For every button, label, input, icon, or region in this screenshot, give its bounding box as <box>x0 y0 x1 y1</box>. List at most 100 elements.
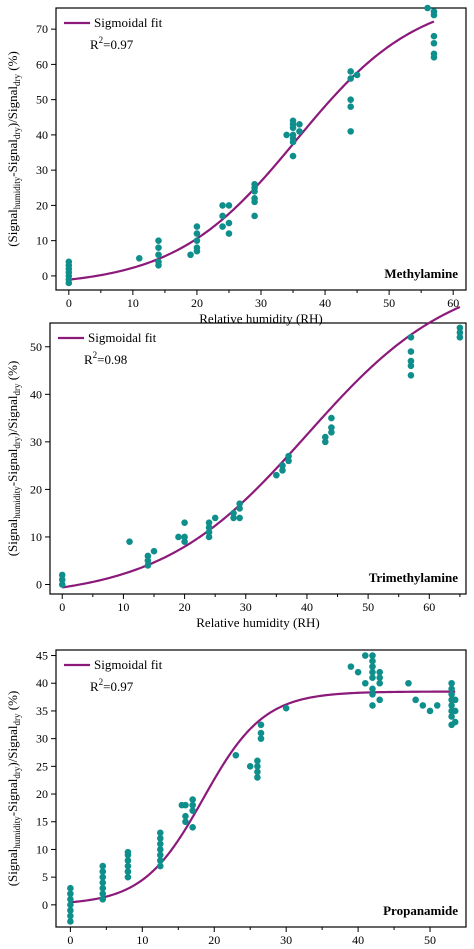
y-tick-label: 10 <box>36 234 48 248</box>
data-point <box>124 873 132 881</box>
y-label-part: )/Signal <box>5 725 20 767</box>
data-point <box>155 251 162 259</box>
y-tick-label: 0 <box>36 577 42 591</box>
legend-label: Sigmoidal fit <box>94 15 163 30</box>
data-point <box>193 237 201 244</box>
x-tick-label: 0 <box>66 296 72 310</box>
data-point <box>407 362 415 370</box>
data-point <box>181 519 188 526</box>
data-point <box>225 230 233 237</box>
data-point <box>67 918 74 925</box>
data-point <box>456 333 464 341</box>
y-tick-label: 50 <box>36 93 48 107</box>
data-point <box>99 879 107 886</box>
data-point <box>65 258 73 266</box>
data-point <box>321 433 329 441</box>
data-point <box>156 840 164 848</box>
y-axis-label: (Signalhumidity-Signaldry)/Signaldry (%) <box>5 691 22 887</box>
data-point <box>456 324 464 332</box>
y-label-part: (Signal <box>5 518 20 556</box>
data-point <box>361 652 369 659</box>
data-point <box>124 868 132 875</box>
data-point <box>254 763 261 770</box>
data-point <box>67 896 74 903</box>
legend-label: Sigmoidal fit <box>88 330 157 345</box>
data-point <box>426 707 434 715</box>
y-label-part: -Signal <box>5 139 20 177</box>
x-tick-label: 0 <box>59 600 65 614</box>
data-point <box>193 230 201 237</box>
data-point <box>150 547 158 555</box>
data-point <box>230 509 237 517</box>
data-point <box>448 685 455 693</box>
data-point <box>219 223 226 230</box>
y-tick-label: 25 <box>36 759 48 773</box>
data-point <box>232 751 240 759</box>
x-tick-label: 20 <box>179 600 191 614</box>
y-label-part: )/Signal <box>5 395 20 437</box>
y-label-subscript: dry <box>12 713 22 725</box>
r-squared-value: =0.97 <box>103 679 134 694</box>
data-point <box>257 735 265 742</box>
x-tick-label: 50 <box>424 933 436 947</box>
data-point <box>230 514 237 522</box>
legend-label: Sigmoidal fit <box>94 657 163 672</box>
data-point <box>369 663 376 670</box>
x-tick-label: 50 <box>383 296 395 310</box>
y-label-subscript: dry <box>12 127 22 139</box>
data-point <box>156 862 164 870</box>
data-point <box>99 896 107 903</box>
data-point <box>405 679 412 687</box>
data-point <box>181 533 188 541</box>
data-point <box>124 857 132 864</box>
data-point <box>430 32 438 40</box>
data-point <box>99 868 107 875</box>
y-tick-label: 30 <box>36 732 48 746</box>
y-tick-label: 0 <box>42 898 48 912</box>
chart-panel-trimethylamine: 0 10 20 30 40 50 60 0 10 20 30 40 50 Relative humidit… <box>5 306 467 630</box>
data-point <box>376 679 383 687</box>
data-point <box>155 258 162 266</box>
data-point <box>289 131 297 139</box>
data-point <box>451 718 459 726</box>
data-point <box>251 212 258 220</box>
y-label-part: -Signal <box>5 778 20 816</box>
r-squared-label: R2=0.97 <box>90 35 134 52</box>
data-point <box>451 707 459 715</box>
y-label-part: (Signal <box>5 848 20 886</box>
data-point <box>144 562 152 569</box>
data-point <box>376 674 383 681</box>
y-tick-label: 70 <box>36 22 48 36</box>
x-tick-label: 10 <box>117 600 129 614</box>
data-point <box>369 674 376 681</box>
data-point <box>424 4 431 12</box>
data-point <box>246 763 254 770</box>
data-point <box>236 505 243 512</box>
plot-frame <box>55 649 467 928</box>
data-point <box>156 829 164 837</box>
y-label-subscript: humidity <box>12 176 22 209</box>
data-point <box>189 823 196 831</box>
y-label-subscript: dry <box>12 73 22 85</box>
x-tick-label: 30 <box>240 600 252 614</box>
y-label-subscript: humidity <box>12 816 22 849</box>
data-point <box>451 696 459 704</box>
data-point <box>353 71 361 79</box>
data-point <box>205 519 213 526</box>
data-point <box>289 117 297 125</box>
data-point <box>282 704 290 712</box>
compound-name: Methylamine <box>384 266 458 281</box>
x-axis-label: Relative humidity (RH) <box>196 615 319 630</box>
sigmoidal-fit-curve <box>62 306 461 589</box>
data-point <box>251 195 258 202</box>
y-tick-label: 20 <box>36 787 48 801</box>
y-tick-label: 15 <box>36 815 48 829</box>
y-tick-label: 40 <box>36 128 48 142</box>
data-point <box>328 429 335 436</box>
data-point <box>279 467 286 474</box>
data-point <box>254 774 261 781</box>
data-point <box>433 702 441 709</box>
data-point <box>430 39 438 47</box>
y-label-part: -Signal <box>5 448 20 486</box>
r-squared-value: =0.98 <box>97 352 127 367</box>
